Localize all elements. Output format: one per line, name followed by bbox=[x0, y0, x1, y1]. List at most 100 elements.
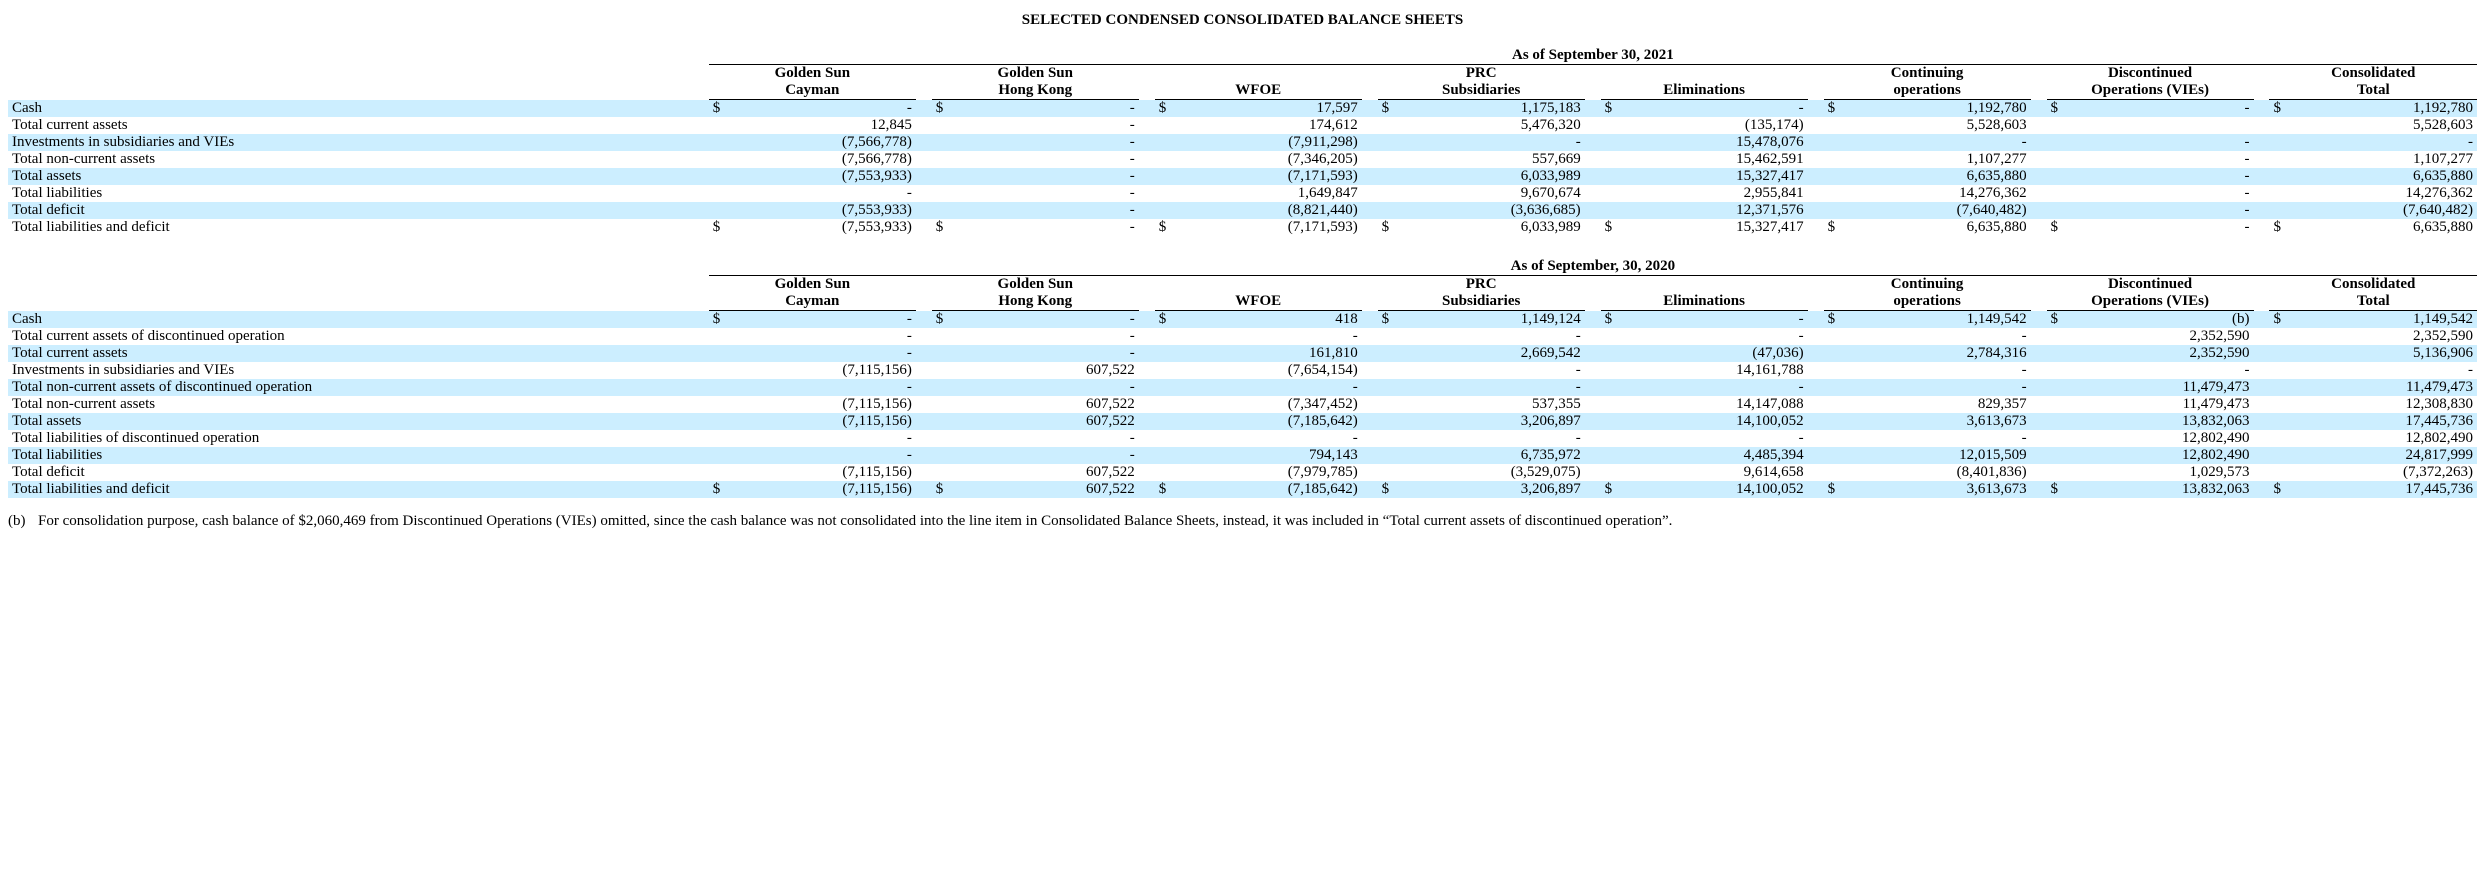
currency-symbol bbox=[2047, 447, 2079, 464]
currency-symbol bbox=[1824, 430, 1856, 447]
cell-value: (3,529,075) bbox=[1410, 464, 1585, 481]
currency-symbol bbox=[1601, 134, 1633, 151]
table-row: Total deficit(7,553,933)-(8,821,440)(3,6… bbox=[8, 202, 2477, 219]
cell-value: - bbox=[741, 379, 916, 396]
cell-value: 6,635,880 bbox=[1855, 219, 2030, 236]
column-header: Total bbox=[2269, 293, 2477, 311]
cell-value: - bbox=[1410, 379, 1585, 396]
cell-value: 6,033,989 bbox=[1410, 168, 1585, 185]
cell-value: 15,478,076 bbox=[1632, 134, 1807, 151]
row-label: Total non-current assets of discontinued… bbox=[8, 379, 709, 396]
currency-symbol: $ bbox=[1378, 100, 1410, 118]
cell-value: 14,100,052 bbox=[1632, 413, 1807, 430]
footnote: (b) For consolidation purpose, cash bala… bbox=[8, 512, 2477, 531]
currency-symbol bbox=[1155, 464, 1187, 481]
currency-symbol bbox=[932, 168, 964, 185]
currency-symbol bbox=[1378, 202, 1410, 219]
currency-symbol: $ bbox=[1824, 219, 1856, 236]
column-header-row: CaymanHong KongWFOESubsidiariesEliminati… bbox=[8, 82, 2477, 100]
cell-value: (7,171,593) bbox=[1187, 219, 1362, 236]
currency-symbol bbox=[2269, 151, 2301, 168]
row-label: Investments in subsidiaries and VIEs bbox=[8, 134, 709, 151]
column-header: Continuing bbox=[1824, 276, 2031, 294]
cell-value: (8,401,836) bbox=[1855, 464, 2030, 481]
currency-symbol: $ bbox=[1378, 311, 1410, 329]
table-row: Total current assets--161,8102,669,542(4… bbox=[8, 345, 2477, 362]
currency-symbol bbox=[932, 464, 964, 481]
currency-symbol bbox=[1824, 464, 1856, 481]
column-header: Continuing bbox=[1824, 65, 2031, 83]
row-label: Total liabilities and deficit bbox=[8, 219, 709, 236]
currency-symbol bbox=[1155, 202, 1187, 219]
currency-symbol bbox=[1155, 328, 1187, 345]
cell-value: (7,347,452) bbox=[1187, 396, 1362, 413]
row-label: Total non-current assets bbox=[8, 396, 709, 413]
footnote-mark: (b) bbox=[8, 512, 38, 531]
currency-symbol bbox=[1155, 185, 1187, 202]
cell-value: 14,276,362 bbox=[2301, 185, 2477, 202]
currency-symbol: $ bbox=[2269, 219, 2301, 236]
cell-value: 2,669,542 bbox=[1410, 345, 1585, 362]
cell-value: (8,821,440) bbox=[1187, 202, 1362, 219]
cell-value: 161,810 bbox=[1187, 345, 1362, 362]
currency-symbol bbox=[932, 430, 964, 447]
currency-symbol bbox=[2047, 151, 2079, 168]
cell-value: - bbox=[741, 430, 916, 447]
column-header bbox=[1601, 276, 1808, 294]
row-label: Total deficit bbox=[8, 202, 709, 219]
table-row: Total liabilities of discontinued operat… bbox=[8, 430, 2477, 447]
currency-symbol bbox=[1601, 151, 1633, 168]
currency-symbol bbox=[1601, 117, 1633, 134]
row-label: Total assets bbox=[8, 413, 709, 430]
currency-symbol bbox=[1378, 328, 1410, 345]
currency-symbol bbox=[1601, 430, 1633, 447]
cell-value: (7,171,593) bbox=[1187, 168, 1362, 185]
cell-value: (47,036) bbox=[1632, 345, 1807, 362]
cell-value: 607,522 bbox=[964, 481, 1139, 498]
table-row: Total non-current assets(7,566,778)-(7,3… bbox=[8, 151, 2477, 168]
cell-value: 15,462,591 bbox=[1632, 151, 1807, 168]
cell-value: (b) bbox=[2078, 311, 2253, 329]
table-row: Total deficit(7,115,156)607,522(7,979,78… bbox=[8, 464, 2477, 481]
column-header-row: CaymanHong KongWFOESubsidiariesEliminati… bbox=[8, 293, 2477, 311]
currency-symbol bbox=[1824, 168, 1856, 185]
currency-symbol bbox=[709, 464, 741, 481]
cell-value: (7,115,156) bbox=[741, 464, 916, 481]
cell-value: 3,613,673 bbox=[1855, 413, 2030, 430]
cell-value: 15,327,417 bbox=[1632, 168, 1807, 185]
cell-value: 2,352,590 bbox=[2078, 345, 2253, 362]
cell-value: 9,614,658 bbox=[1632, 464, 1807, 481]
table-row: Total assets(7,115,156)607,522(7,185,642… bbox=[8, 413, 2477, 430]
column-header: Operations (VIEs) bbox=[2047, 82, 2254, 100]
currency-symbol: $ bbox=[1601, 219, 1633, 236]
cell-value: 794,143 bbox=[1187, 447, 1362, 464]
cell-value: (7,979,785) bbox=[1187, 464, 1362, 481]
currency-symbol bbox=[1378, 134, 1410, 151]
currency-symbol bbox=[2047, 430, 2079, 447]
cell-value: 607,522 bbox=[964, 362, 1139, 379]
cell-value: 14,100,052 bbox=[1632, 481, 1807, 498]
currency-symbol: $ bbox=[1601, 100, 1633, 118]
currency-symbol bbox=[709, 202, 741, 219]
cell-value: (7,553,933) bbox=[741, 202, 916, 219]
cell-value: 607,522 bbox=[964, 396, 1139, 413]
currency-symbol bbox=[2269, 430, 2301, 447]
currency-symbol bbox=[2269, 396, 2301, 413]
cell-value: 12,015,509 bbox=[1855, 447, 2030, 464]
currency-symbol bbox=[709, 168, 741, 185]
cell-value: 418 bbox=[1187, 311, 1362, 329]
cell-value: - bbox=[741, 328, 916, 345]
currency-symbol bbox=[1378, 413, 1410, 430]
currency-symbol bbox=[709, 185, 741, 202]
row-label: Total liabilities of discontinued operat… bbox=[8, 430, 709, 447]
cell-value: (7,185,642) bbox=[1187, 413, 1362, 430]
currency-symbol bbox=[1824, 328, 1856, 345]
row-label: Total current assets bbox=[8, 117, 709, 134]
cell-value: 12,371,576 bbox=[1632, 202, 1807, 219]
currency-symbol bbox=[932, 362, 964, 379]
cell-value: 3,206,897 bbox=[1410, 481, 1585, 498]
currency-symbol bbox=[1378, 396, 1410, 413]
table-row: Total liabilities and deficit$(7,115,156… bbox=[8, 481, 2477, 498]
currency-symbol bbox=[2269, 134, 2301, 151]
column-header: Subsidiaries bbox=[1378, 293, 1585, 311]
